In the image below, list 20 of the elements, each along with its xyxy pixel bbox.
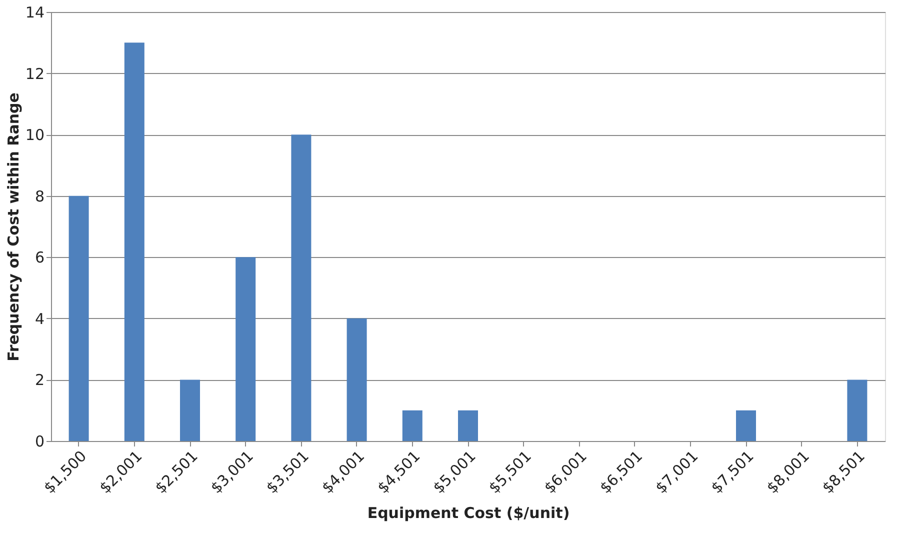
y-tick-label: 2 — [34, 371, 44, 390]
bar — [180, 380, 200, 441]
bar — [847, 380, 868, 441]
bar — [291, 134, 312, 441]
y-tick-label: 12 — [25, 64, 44, 83]
bar — [402, 410, 422, 441]
y-tick-label: 0 — [34, 432, 44, 450]
bar — [346, 318, 367, 441]
y-tick-label: 8 — [34, 187, 44, 206]
y-axis-title: Frequency of Cost within Range — [4, 92, 22, 362]
bar — [736, 410, 756, 441]
y-tick-label: 14 — [25, 4, 44, 22]
y-tick-label: 10 — [25, 126, 44, 144]
bar — [236, 257, 256, 441]
bar — [124, 42, 144, 441]
y-tick-label: 4 — [34, 310, 44, 328]
bar — [458, 410, 478, 441]
x-axis-title: Equipment Cost ($/unit) — [367, 504, 570, 522]
y-tick-label: 6 — [34, 248, 44, 267]
bar — [68, 196, 89, 441]
